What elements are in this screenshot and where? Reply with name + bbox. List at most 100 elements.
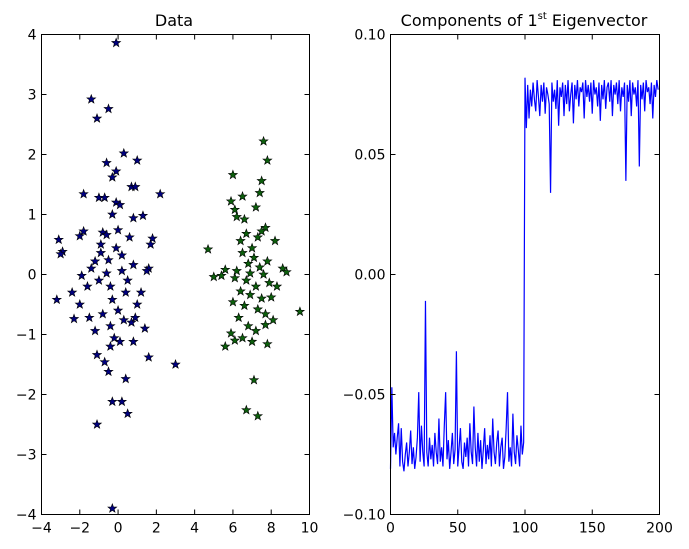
scatter-point-series-1 bbox=[105, 341, 116, 351]
scatter-point-series-1 bbox=[112, 305, 124, 315]
scatter-y-tick-label: 2 bbox=[28, 148, 37, 164]
scatter-point-series-2 bbox=[264, 277, 275, 288]
scatter-point-series-1 bbox=[95, 247, 107, 258]
scatter-point-series-2 bbox=[266, 291, 277, 302]
scatter-point-series-2 bbox=[248, 374, 260, 385]
scatter-point-series-2 bbox=[271, 281, 283, 291]
eigenvector-title-prefix: Components of 1 bbox=[401, 11, 538, 30]
scatter-y-tick-label: −3 bbox=[16, 448, 37, 464]
scatter-point-series-2 bbox=[227, 169, 239, 180]
eigenvector-x-tick-label: 200 bbox=[646, 521, 673, 537]
scatter-x-ticks: −4 −2 0 2 4 6 8 10 bbox=[31, 34, 318, 537]
eigenvector-x-tick-label: 0 bbox=[386, 521, 395, 537]
scatter-point-series-2 bbox=[235, 285, 246, 296]
scatter-point-series-1 bbox=[122, 408, 133, 419]
scatter-point-series-1 bbox=[126, 317, 137, 327]
scatter-point-series-1 bbox=[118, 314, 130, 325]
scatter-point-series-1 bbox=[55, 248, 66, 259]
scatter-y-ticks: −4 −3 −2 −1 0 1 2 3 4 bbox=[16, 28, 310, 524]
scatter-point-series-2 bbox=[233, 312, 244, 323]
scatter-point-series-1 bbox=[103, 366, 114, 377]
scatter-point-series-2 bbox=[241, 275, 252, 285]
scatter-point-series-1 bbox=[91, 349, 103, 360]
scatter-point-series-1 bbox=[78, 188, 89, 199]
scatter-point-series-2 bbox=[220, 264, 231, 275]
scatter-point-series-2 bbox=[237, 247, 248, 258]
scatter-point-series-1 bbox=[139, 323, 151, 333]
scatter-point-series-2 bbox=[231, 211, 242, 222]
scatter-point-series-1 bbox=[103, 103, 114, 114]
scatter-point-series-1 bbox=[101, 157, 112, 168]
scatter-y-tick-label: 1 bbox=[28, 208, 37, 224]
eigenvector-title-superscript: st bbox=[538, 11, 547, 22]
scatter-point-series-1 bbox=[99, 192, 110, 203]
scatter-point-series-1 bbox=[66, 287, 78, 297]
scatter-point-series-2 bbox=[256, 225, 267, 236]
scatter-point-series-2 bbox=[254, 261, 265, 272]
scatter-point-series-1 bbox=[78, 225, 89, 236]
eigenvector-y-tick-label: 0.00 bbox=[354, 268, 385, 284]
scatter-y-tick-label: 0 bbox=[28, 268, 37, 284]
scatter-point-series-1 bbox=[91, 113, 103, 123]
scatter-point-series-2 bbox=[256, 293, 267, 303]
scatter-point-series-1 bbox=[107, 171, 118, 182]
scatter-point-series-1 bbox=[110, 37, 122, 48]
scatter-point-series-1 bbox=[89, 325, 101, 336]
scatter-point-series-1 bbox=[154, 188, 166, 199]
scatter-point-series-1 bbox=[53, 234, 64, 245]
scatter-point-series-2 bbox=[220, 341, 231, 351]
scatter-point-series-1 bbox=[101, 267, 112, 278]
scatter-point-series-1 bbox=[74, 299, 85, 309]
scatter-point-series-1 bbox=[101, 229, 112, 240]
scatter-point-series-2 bbox=[262, 338, 273, 349]
scatter-point-series-2 bbox=[252, 303, 264, 314]
scatter-x-tick-label: −2 bbox=[69, 521, 90, 537]
scatter-y-tick-label: 4 bbox=[28, 28, 37, 44]
scatter-point-series-2 bbox=[243, 320, 254, 331]
scatter-point-series-1 bbox=[128, 259, 139, 270]
scatter-point-series-1 bbox=[107, 503, 118, 513]
scatter-point-series-1 bbox=[124, 231, 135, 242]
scatter-point-series-1 bbox=[82, 281, 93, 291]
eigenvector-x-tick-label: 50 bbox=[449, 521, 467, 537]
scatter-x-tick-label: 2 bbox=[152, 521, 161, 537]
scatter-point-series-1 bbox=[132, 299, 143, 309]
scatter-point-series-1 bbox=[135, 287, 147, 297]
scatter-point-series-1 bbox=[114, 199, 126, 210]
scatter-point-series-1 bbox=[86, 93, 97, 104]
scatter-point-series-2 bbox=[208, 271, 219, 282]
scatter-point-series-2 bbox=[225, 195, 237, 206]
scatter-point-series-2 bbox=[262, 155, 273, 165]
scatter-point-series-1 bbox=[107, 294, 118, 305]
scatter-y-tick-label: −4 bbox=[16, 508, 37, 524]
scatter-point-series-2 bbox=[237, 332, 248, 343]
scatter-point-series-1 bbox=[105, 320, 116, 331]
scatter-point-series-1 bbox=[118, 147, 130, 158]
eigenvector-y-ticks: −0.10 −0.05 0.00 0.05 0.10 bbox=[343, 28, 660, 524]
scatter-point-series-1 bbox=[170, 359, 181, 369]
scatter-point-series-2 bbox=[260, 319, 271, 330]
scatter-point-series-1 bbox=[97, 308, 108, 319]
eigenvector-panel: Components of 1st Eigenvector 0 50 100 150 2… bbox=[343, 11, 673, 537]
scatter-point-series-1 bbox=[89, 255, 101, 266]
scatter-point-series-1 bbox=[112, 224, 124, 235]
scatter-y-tick-label: −1 bbox=[16, 328, 37, 344]
eigenvector-x-ticks: 0 50 100 150 200 bbox=[386, 34, 673, 537]
scatter-x-tick-label: 8 bbox=[267, 521, 276, 537]
scatter-points bbox=[51, 37, 306, 513]
scatter-point-series-2 bbox=[269, 235, 281, 246]
scatter-point-series-2 bbox=[260, 308, 271, 319]
eigenvector-y-tick-label: 0.05 bbox=[354, 148, 385, 164]
scatter-point-series-1 bbox=[91, 419, 103, 429]
scatter-point-series-2 bbox=[294, 306, 306, 317]
scatter-point-series-1 bbox=[109, 332, 120, 343]
scatter-point-series-1 bbox=[51, 294, 63, 305]
scatter-point-series-1 bbox=[116, 396, 128, 407]
scatter-point-series-2 bbox=[252, 231, 264, 242]
scatter-point-series-2 bbox=[243, 258, 254, 269]
scatter-point-series-2 bbox=[252, 410, 264, 421]
scatter-point-series-2 bbox=[229, 272, 241, 283]
scatter-point-series-2 bbox=[258, 269, 269, 279]
scatter-point-series-1 bbox=[105, 281, 116, 291]
scatter-point-series-2 bbox=[239, 300, 250, 311]
